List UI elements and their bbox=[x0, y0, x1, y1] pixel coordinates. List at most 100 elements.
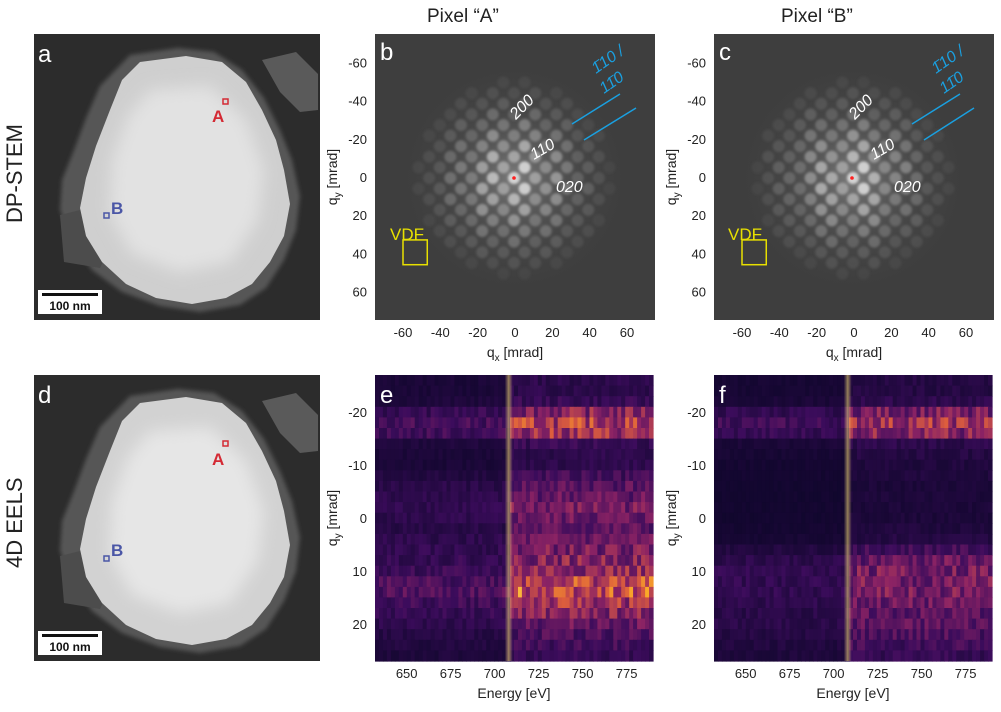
eels-cell bbox=[609, 576, 614, 588]
eels-cell bbox=[375, 449, 380, 461]
eels-cell bbox=[629, 417, 634, 429]
eels-cell bbox=[406, 586, 412, 599]
eels-cell bbox=[888, 449, 894, 461]
eels-cell bbox=[805, 491, 810, 503]
eels-cell bbox=[964, 502, 969, 514]
eels-cell bbox=[980, 406, 985, 418]
eels-cell bbox=[386, 650, 392, 662]
eels-cell bbox=[533, 491, 539, 503]
eels-cell bbox=[714, 417, 719, 429]
eels-cell bbox=[454, 428, 459, 440]
eels-cell bbox=[944, 502, 949, 514]
eels-cell bbox=[968, 406, 973, 418]
x-tick-label: -20 bbox=[468, 325, 487, 340]
eels-cell bbox=[932, 618, 937, 630]
eels-cell bbox=[876, 449, 882, 461]
eels-cell bbox=[714, 608, 719, 620]
eels-cell bbox=[860, 470, 866, 482]
eels-cell bbox=[916, 533, 922, 546]
eels-cell bbox=[446, 491, 452, 503]
eels-cell bbox=[518, 375, 523, 387]
diffraction-spot bbox=[603, 182, 616, 195]
eels-cell bbox=[498, 417, 503, 429]
eels-cell bbox=[964, 449, 969, 461]
eels-cell bbox=[518, 428, 523, 440]
eels-cell bbox=[932, 491, 937, 503]
eels-cell bbox=[549, 544, 555, 556]
eels-cell bbox=[641, 639, 646, 651]
eels-cell bbox=[466, 480, 471, 493]
eels-cell bbox=[769, 512, 775, 524]
eels-cell bbox=[857, 417, 862, 429]
eels-cell bbox=[585, 375, 591, 387]
eels-cell bbox=[884, 480, 890, 493]
eels-cell bbox=[948, 650, 953, 662]
diffraction-spot bbox=[497, 76, 510, 89]
eels-cell bbox=[868, 608, 874, 620]
eels-cell bbox=[725, 375, 731, 387]
diffraction-spot bbox=[910, 108, 923, 121]
diffraction-spot bbox=[465, 214, 478, 227]
eels-cell bbox=[529, 650, 535, 662]
eels-cell bbox=[817, 576, 822, 588]
eels-cell bbox=[498, 523, 503, 535]
eels-cell bbox=[537, 555, 543, 567]
eels-cell bbox=[466, 544, 471, 556]
eels-cell bbox=[466, 470, 471, 482]
eels-cell bbox=[801, 586, 806, 599]
eels-cell bbox=[896, 375, 902, 387]
eels-cell bbox=[984, 597, 989, 609]
eels-cell bbox=[561, 576, 567, 588]
eels-cell bbox=[525, 608, 531, 620]
eels-cell bbox=[984, 459, 989, 471]
eels-cell bbox=[561, 491, 567, 503]
eels-cell bbox=[805, 629, 810, 641]
eels-cell bbox=[561, 396, 567, 408]
eels-cell bbox=[406, 406, 412, 418]
eels-cell bbox=[813, 512, 818, 524]
eels-cell bbox=[805, 449, 810, 461]
eels-cell bbox=[494, 533, 499, 546]
eels-cell bbox=[817, 512, 822, 524]
eels-cell bbox=[817, 502, 822, 514]
eels-cell bbox=[577, 586, 583, 599]
diffraction-spot bbox=[878, 97, 891, 110]
eels-cell bbox=[948, 406, 953, 418]
eels-cell bbox=[741, 565, 747, 577]
eels-cell bbox=[375, 502, 380, 514]
eels-cell bbox=[521, 608, 527, 620]
eels-cell bbox=[375, 533, 380, 546]
eels-cell bbox=[490, 459, 495, 471]
eels-cell bbox=[837, 417, 842, 429]
diffraction-spot bbox=[751, 161, 764, 174]
eels-cell bbox=[920, 502, 926, 514]
eels-cell bbox=[956, 576, 961, 588]
eels-cell bbox=[733, 565, 739, 577]
eels-cell bbox=[789, 491, 795, 503]
eels-cell bbox=[474, 523, 479, 535]
eels-cell bbox=[944, 428, 949, 440]
eels-cell bbox=[829, 375, 834, 387]
eels-cell bbox=[904, 618, 910, 630]
eels-cell bbox=[980, 428, 985, 440]
eels-cell bbox=[817, 555, 822, 567]
eels-cell bbox=[414, 586, 420, 599]
eels-cell bbox=[502, 480, 507, 493]
eels-cell bbox=[960, 396, 965, 408]
eels-cell bbox=[625, 459, 630, 471]
pixel-b-label: B bbox=[111, 541, 123, 560]
eels-cell bbox=[793, 480, 798, 493]
eels-cell bbox=[649, 629, 654, 641]
eels-cell bbox=[474, 650, 479, 662]
eels-cell bbox=[908, 618, 914, 630]
eels-cell bbox=[984, 618, 989, 630]
diffraction-spot bbox=[454, 161, 467, 174]
eels-cell bbox=[725, 459, 731, 471]
eels-cell bbox=[637, 417, 642, 429]
diffraction-spot bbox=[868, 256, 881, 269]
eels-cell bbox=[573, 491, 579, 503]
eels-cell bbox=[446, 396, 452, 408]
eels-cell bbox=[593, 639, 598, 651]
eels-cell bbox=[884, 586, 890, 599]
